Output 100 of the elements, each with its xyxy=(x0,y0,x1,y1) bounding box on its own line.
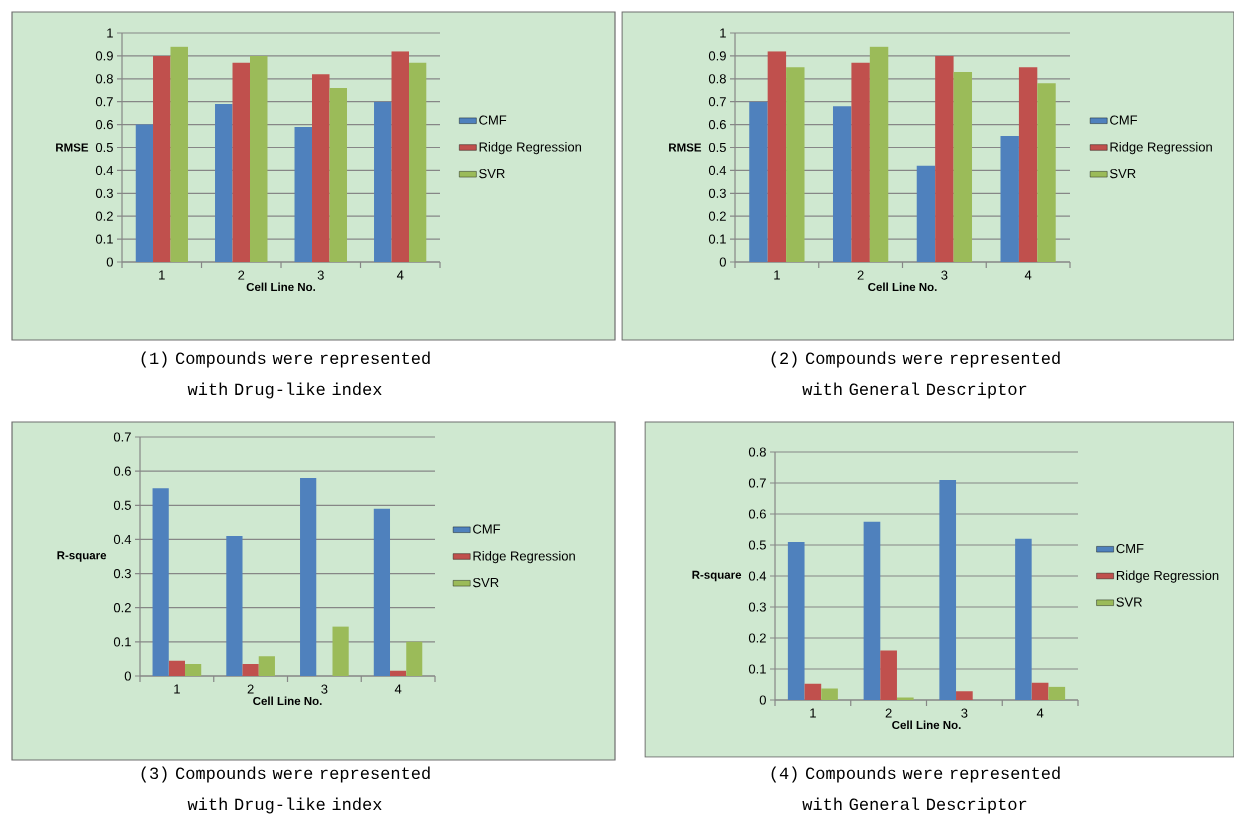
bar xyxy=(170,46,188,262)
text: (4) Compounds were represented with General Descriptor xyxy=(771,766,1060,814)
bar xyxy=(406,641,423,676)
bar xyxy=(152,488,169,676)
bar xyxy=(1015,538,1032,700)
y-tick-label: 0.3 xyxy=(113,568,131,579)
bar xyxy=(1048,686,1066,700)
bar xyxy=(804,683,822,700)
bar xyxy=(294,126,313,262)
bar xyxy=(390,670,407,676)
legend-label: CMF xyxy=(1110,115,1138,125)
bar xyxy=(869,46,889,262)
y-tick-label: 0 xyxy=(719,257,726,267)
y-tick-label: 0.6 xyxy=(113,466,131,476)
y-tick-label: 0.4 xyxy=(748,571,767,581)
bar xyxy=(1000,136,1019,262)
bar xyxy=(832,106,852,262)
x-tick-label: 4 xyxy=(1036,708,1044,718)
legend-label: SVR xyxy=(473,577,499,588)
bar xyxy=(135,124,154,262)
text: (3) Compounds were represented with Drug-like index xyxy=(141,766,430,814)
legend-label: Ridge Regression xyxy=(1116,570,1219,583)
x-tick-label: 2 xyxy=(885,708,892,718)
text: (1) Compounds were represented with Drug-like index xyxy=(141,351,430,399)
x-axis-title: Cell Line No. xyxy=(892,720,961,730)
y-tick-label: 0.7 xyxy=(748,478,766,488)
bar xyxy=(1037,83,1056,262)
y-tick-label: 0.6 xyxy=(708,119,726,130)
bar xyxy=(232,62,250,262)
legend-label: Ridge Regression xyxy=(479,142,582,155)
y-tick-label: 0.5 xyxy=(113,500,131,510)
bar xyxy=(153,55,171,262)
bar xyxy=(242,664,259,676)
y-tick-label: 0 xyxy=(759,695,766,705)
y-axis-title: RMSE xyxy=(56,143,89,152)
legend-label: Ridge Regression xyxy=(1110,142,1212,155)
bar xyxy=(916,165,936,262)
y-tick-label: 0.3 xyxy=(708,188,726,198)
bar xyxy=(391,51,409,262)
bar xyxy=(250,55,268,262)
x-tick-label: 3 xyxy=(321,684,328,694)
legend-label: Ridge Regression xyxy=(473,551,575,564)
bar xyxy=(215,103,233,262)
y-tick-label: 0.7 xyxy=(95,97,113,107)
text: (2) Compounds were represented with General Descriptor xyxy=(771,351,1060,399)
y-tick-label: 0.3 xyxy=(748,602,766,612)
bar xyxy=(258,656,275,676)
y-axis-title: RMSE xyxy=(669,143,702,152)
bar xyxy=(956,691,973,700)
y-tick-label: 1 xyxy=(107,28,113,38)
bar xyxy=(786,67,805,262)
bar xyxy=(300,477,317,676)
bar xyxy=(787,541,805,700)
bar xyxy=(329,87,347,262)
legend-label: CMF xyxy=(479,115,507,125)
x-tick-label: 3 xyxy=(961,708,968,718)
legend-label: SVR xyxy=(1110,168,1136,179)
bar xyxy=(880,650,897,700)
x-tick-label: 2 xyxy=(238,270,245,280)
x-axis-title: Cell Line No. xyxy=(868,282,937,292)
bar xyxy=(374,101,392,262)
bar xyxy=(1031,682,1049,700)
bar xyxy=(185,664,202,676)
bar xyxy=(312,74,330,262)
y-tick-label: 0.4 xyxy=(708,165,727,175)
y-tick-label: 0 xyxy=(124,671,131,681)
y-tick-label: 0.5 xyxy=(95,142,113,153)
y-tick-label: 0.9 xyxy=(708,51,726,61)
y-tick-label: 0.7 xyxy=(708,97,726,107)
y-tick-label: 0.6 xyxy=(95,119,113,130)
bar xyxy=(821,688,838,700)
bar xyxy=(226,536,243,676)
bar xyxy=(332,626,349,676)
y-tick-label: 0.2 xyxy=(113,603,131,613)
y-tick-label: 0.5 xyxy=(748,540,766,550)
bar xyxy=(935,55,954,262)
y-tick-label: 0.7 xyxy=(113,432,131,442)
bar xyxy=(863,521,881,700)
x-tick-label: 3 xyxy=(941,270,948,280)
y-tick-label: 0.8 xyxy=(748,447,766,457)
x-tick-label: 1 xyxy=(810,708,816,718)
bar xyxy=(749,101,768,262)
bar xyxy=(409,62,427,262)
bar xyxy=(953,71,973,262)
y-tick-label: 0.3 xyxy=(95,188,113,198)
y-tick-label: 0.2 xyxy=(748,633,766,643)
bar xyxy=(767,51,787,262)
y-tick-label: 0.4 xyxy=(95,165,114,175)
y-tick-label: 0.4 xyxy=(113,534,132,545)
bar xyxy=(168,660,185,676)
x-tick-label: 1 xyxy=(774,270,780,280)
y-tick-label: 0.8 xyxy=(95,74,113,84)
y-tick-label: 0.5 xyxy=(708,142,726,153)
y-tick-label: 0.1 xyxy=(748,664,766,674)
y-tick-label: 0.2 xyxy=(95,211,113,221)
y-tick-label: 0.1 xyxy=(113,637,131,647)
x-axis-title: Cell Line No. xyxy=(246,282,316,292)
y-tick-label: 0.1 xyxy=(708,234,726,244)
x-axis-title: Cell Line No. xyxy=(253,696,322,706)
x-tick-label: 1 xyxy=(159,270,165,280)
